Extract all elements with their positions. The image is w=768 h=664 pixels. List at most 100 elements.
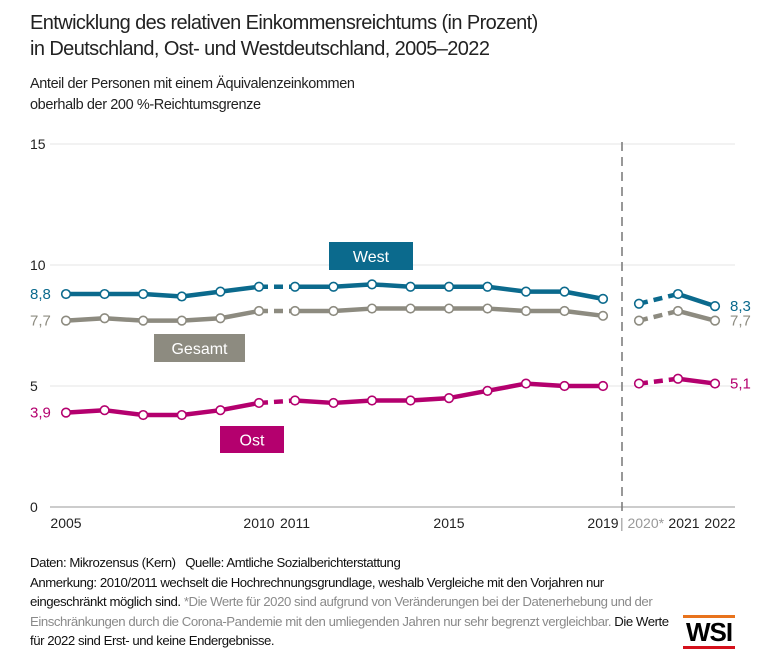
series-segment-ost bbox=[179, 407, 223, 418]
data-point-ost-2014 bbox=[405, 395, 416, 406]
x-tick-label-2011: 2011 bbox=[280, 515, 310, 531]
data-point-west-2006 bbox=[99, 288, 110, 300]
series-segment-gesamt bbox=[179, 315, 223, 323]
series-segment-ost bbox=[446, 388, 490, 401]
data-point-ost-2005 bbox=[60, 407, 72, 418]
series-segment-west bbox=[638, 291, 679, 306]
series-segment-gesamt bbox=[485, 306, 529, 314]
data-point-gesamt-2012 bbox=[328, 305, 339, 317]
data-point-west-2019 bbox=[597, 293, 609, 304]
series-segment-ost bbox=[258, 398, 296, 406]
data-point-gesamt-2008 bbox=[176, 315, 187, 326]
data-point-ost-2011 bbox=[289, 395, 301, 406]
data-point-ost-2008 bbox=[176, 409, 187, 421]
data-point-west-2017 bbox=[520, 286, 532, 297]
x-tick-label-2005: 2005 bbox=[50, 515, 81, 531]
data-point-west-2007 bbox=[138, 288, 149, 300]
data-point-west-2011 bbox=[289, 281, 301, 292]
data-point-gesamt-2013 bbox=[366, 303, 378, 314]
data-point-west-2021 bbox=[672, 288, 684, 300]
series-segment-west bbox=[485, 284, 529, 294]
series-segment-ost bbox=[408, 395, 452, 403]
series-segment-ost bbox=[292, 398, 336, 406]
series-segment-west bbox=[562, 289, 606, 302]
data-point-gesamt-2009 bbox=[215, 313, 226, 324]
data-point-west-2005 bbox=[60, 288, 72, 300]
data-point-ost-2009 bbox=[215, 405, 226, 416]
line-chart: 0 5 10 15 2005 2010 2011 2015 2019 | 2020* 2021 202… bbox=[30, 136, 751, 531]
start-value-label-ost: 3,9 bbox=[30, 405, 51, 422]
data-point-west-2013 bbox=[366, 279, 378, 290]
y-tick-label: 15 bbox=[30, 136, 46, 152]
series-segment-west bbox=[218, 284, 262, 294]
data-point-ost-2019 bbox=[597, 380, 609, 392]
data-point-west-2012 bbox=[328, 281, 339, 292]
title-line-1: Entwicklung des relativen Einkommensreic… bbox=[30, 12, 538, 34]
chart-title: Entwicklung des relativen Einkommensreic… bbox=[30, 10, 538, 62]
series-segment-gesamt bbox=[675, 308, 718, 323]
series-segment-west bbox=[140, 291, 185, 299]
data-point-west-2009 bbox=[215, 286, 226, 297]
data-point-west-2022 bbox=[709, 301, 721, 312]
series-segment-ost bbox=[331, 398, 375, 406]
data-point-gesamt-2010 bbox=[253, 305, 265, 317]
series-segment-ost bbox=[218, 400, 262, 413]
data-point-ost-2015 bbox=[443, 393, 455, 404]
data-point-ost-2022 bbox=[709, 378, 721, 389]
data-point-ost-2007 bbox=[138, 409, 149, 421]
legend-box-ost bbox=[220, 426, 284, 453]
x-tick-label-2020: | 2020* bbox=[620, 515, 665, 531]
series-segment-ost bbox=[638, 376, 679, 386]
data-point-ost-2018 bbox=[559, 380, 570, 392]
legend-label-west: West bbox=[353, 249, 390, 266]
x-tick-label-2015: 2015 bbox=[433, 515, 464, 531]
series-segment-ost bbox=[675, 376, 718, 386]
title-line-2: in Deutschland, Ost- und Westdeutschland… bbox=[30, 38, 490, 60]
data-point-ost-2021 bbox=[672, 373, 684, 384]
remark-2022-text: Die Werte für 2022 sind Erst- und keine … bbox=[30, 613, 669, 649]
data-point-ost-2012 bbox=[328, 397, 339, 409]
data-point-gesamt-2017 bbox=[520, 305, 532, 317]
subtitle-line-2: oberhalb der 200 %-Reichtumsgrenze bbox=[30, 97, 261, 113]
data-point-gesamt-2016 bbox=[482, 303, 493, 314]
series-segment-ost bbox=[485, 381, 529, 394]
series-segment-west bbox=[675, 291, 718, 309]
legend-label-ost: Ost bbox=[240, 433, 265, 450]
series-segment-west bbox=[331, 282, 375, 290]
data-point-ost-2016 bbox=[482, 385, 493, 396]
data-point-ost-2017 bbox=[520, 378, 532, 389]
data-point-gesamt-2018 bbox=[559, 305, 570, 317]
data-point-ost-2020 bbox=[633, 378, 645, 389]
data-point-west-2020 bbox=[633, 298, 645, 309]
series-segment-west bbox=[179, 289, 223, 299]
chart-subtitle: Anteil der Personen mit einem Äquivalenz… bbox=[30, 74, 355, 116]
x-tick-label-2022: 2022 bbox=[704, 515, 735, 531]
data-point-gesamt-2007 bbox=[138, 315, 149, 326]
data-point-gesamt-2015 bbox=[443, 303, 455, 314]
data-point-gesamt-2022 bbox=[709, 315, 721, 326]
data-point-west-2008 bbox=[176, 291, 187, 302]
y-tick-label: 10 bbox=[30, 257, 46, 273]
remark-2020-text: *Die Werte für 2020 sind aufgrund von Ve… bbox=[30, 594, 653, 629]
data-point-ost-2013 bbox=[366, 395, 378, 406]
data-point-west-2014 bbox=[405, 281, 416, 292]
data-point-west-2015 bbox=[443, 281, 455, 292]
data-point-west-2010 bbox=[253, 281, 265, 292]
series-segment-ost bbox=[102, 407, 146, 418]
series-segment-gesamt bbox=[63, 315, 107, 323]
data-point-ost-2006 bbox=[99, 405, 110, 416]
wsi-logo: WSI bbox=[683, 615, 735, 649]
series-segment-gesamt bbox=[562, 308, 606, 319]
start-value-label-gesamt: 7,7 bbox=[30, 313, 51, 330]
series-segment-ost bbox=[523, 381, 567, 389]
x-tick-label-2019: 2019 bbox=[587, 515, 618, 531]
remark-note: Anmerkung: 2010/2011 wechselt die Hochre… bbox=[30, 573, 670, 651]
series-segment-ost bbox=[63, 407, 107, 415]
end-value-label-west: 8,3 bbox=[730, 298, 751, 315]
data-point-gesamt-2005 bbox=[60, 315, 72, 326]
data-point-gesamt-2019 bbox=[597, 310, 609, 321]
remark-text: Anmerkung: 2010/2011 wechselt die Hochre… bbox=[30, 574, 604, 610]
data-point-gesamt-2020 bbox=[633, 315, 645, 326]
end-value-label-ost: 5,1 bbox=[730, 376, 751, 393]
